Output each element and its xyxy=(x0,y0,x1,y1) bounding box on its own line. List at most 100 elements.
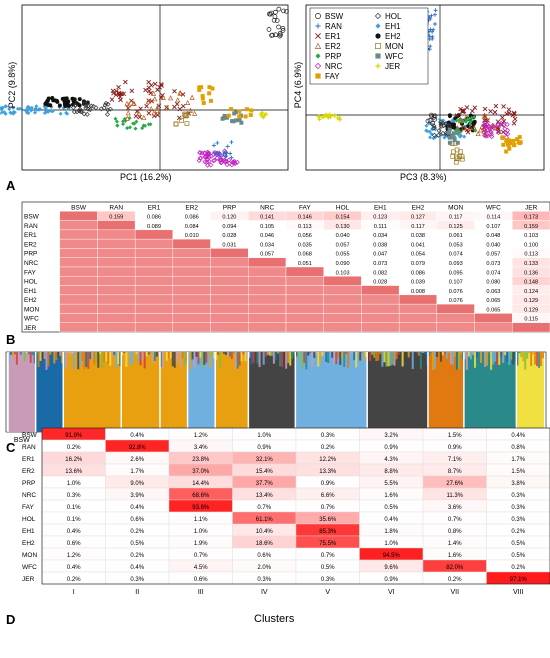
pca-point xyxy=(155,103,161,109)
structure-admixture xyxy=(143,352,146,369)
pca-point xyxy=(125,126,130,131)
structure-admixture xyxy=(451,352,454,365)
pca-point xyxy=(490,122,496,128)
cluster-value: 0.1% xyxy=(67,505,81,511)
structure-admixture xyxy=(268,352,271,356)
pca-point xyxy=(78,108,84,114)
legend-label: JER xyxy=(385,62,400,71)
fst-value: 0.159 xyxy=(524,224,538,230)
cluster-value: 0.6% xyxy=(67,541,81,547)
pca-point xyxy=(57,103,62,108)
structure-admixture xyxy=(526,352,529,359)
pca-point xyxy=(450,118,455,123)
cluster-col-label: VIII xyxy=(513,589,524,596)
pca-point xyxy=(158,95,164,100)
structure-admixture xyxy=(149,352,152,353)
cluster-value: 13.3% xyxy=(319,469,337,475)
pca-point xyxy=(237,114,242,119)
structure-admixture xyxy=(228,352,231,357)
pca-point xyxy=(157,84,162,90)
fst-cell xyxy=(59,294,98,305)
cluster-value: 1.6% xyxy=(384,493,398,499)
structure-admixture xyxy=(55,352,58,361)
pca-point xyxy=(248,113,253,118)
pca-point xyxy=(133,126,138,131)
pca-point xyxy=(223,154,228,159)
fst-value: 0.154 xyxy=(336,215,350,221)
fst-cell xyxy=(172,248,211,258)
pca-point xyxy=(0,110,5,115)
cluster-value: 0.3% xyxy=(321,433,335,439)
fst-value: 0.010 xyxy=(185,233,199,239)
pca-point xyxy=(317,117,322,122)
structure-admixture xyxy=(287,352,290,364)
fst-col-header: EH1 xyxy=(374,204,387,211)
structure-group-bar xyxy=(63,352,122,432)
cluster-value: 4.5% xyxy=(194,565,208,571)
fst-cell xyxy=(436,313,475,323)
fst-cell xyxy=(134,276,174,286)
pca-point xyxy=(206,150,212,156)
fst-cell xyxy=(172,238,211,249)
fst-cell xyxy=(474,322,513,333)
fst-value: 0.057 xyxy=(336,242,350,248)
pca-point xyxy=(428,135,433,140)
pca-point xyxy=(184,121,190,126)
pca-point xyxy=(77,97,82,102)
cluster-row-header: RAN xyxy=(22,444,36,451)
pca-point xyxy=(212,157,218,163)
fst-col-header: ER1 xyxy=(148,204,161,211)
cluster-value: 23.8% xyxy=(192,457,210,463)
fst-cell xyxy=(59,303,98,314)
fst-cell xyxy=(474,313,513,323)
pca-point xyxy=(485,122,491,128)
pca-point xyxy=(475,130,481,137)
cluster-value: 0.6% xyxy=(194,577,208,583)
pca-point xyxy=(231,119,236,124)
pca-point xyxy=(83,105,89,111)
pca-point xyxy=(501,122,507,128)
cluster-value: 0.2% xyxy=(130,553,144,559)
structure-admixture xyxy=(173,352,176,368)
pca-point xyxy=(172,104,177,110)
pca-point xyxy=(432,21,437,26)
structure-admixture xyxy=(385,352,388,367)
fst-value: 0.090 xyxy=(336,261,350,267)
pca-point xyxy=(54,98,59,103)
fst-value: 0.034 xyxy=(260,242,274,248)
structure-admixture xyxy=(337,352,340,358)
fst-value: 0.080 xyxy=(486,280,500,286)
fst-value: 0.107 xyxy=(449,280,463,286)
pca-point xyxy=(49,109,54,114)
structure-admixture xyxy=(224,352,227,355)
structure-admixture xyxy=(490,352,493,370)
structure-admixture xyxy=(514,352,517,362)
fst-row-header: ER2 xyxy=(24,241,37,248)
pca-point xyxy=(205,162,211,168)
pca-point xyxy=(493,103,499,109)
pca-point xyxy=(199,150,205,156)
structure-admixture xyxy=(8,352,10,364)
cluster-value: 0.3% xyxy=(257,577,271,583)
cluster-value: 1.0% xyxy=(67,481,81,487)
structure-admixture xyxy=(471,352,474,356)
fst-value: 0.095 xyxy=(449,270,463,276)
structure-admixture xyxy=(393,352,396,366)
pca-point xyxy=(375,63,381,69)
cluster-value: 1.2% xyxy=(194,433,208,439)
fst-cell xyxy=(323,313,362,323)
fst-value: 0.063 xyxy=(486,289,500,295)
pca-point xyxy=(124,100,130,106)
structure-admixture xyxy=(113,352,116,355)
pca-point xyxy=(155,112,160,118)
structure-group-label: BSW xyxy=(14,437,30,444)
cluster-value: 3.4% xyxy=(194,445,208,451)
fst-value: 0.073 xyxy=(486,261,500,267)
pca-point xyxy=(462,134,467,139)
cluster-membership-table: BSW 91.9% 0.4% 1.2% 1.0% 0.3% 3.2% 1.5% 0.4% RAN 0… xyxy=(22,427,550,596)
fst-value: 0.028 xyxy=(373,280,387,286)
pca-point xyxy=(18,106,23,111)
cluster-value: 0.9% xyxy=(257,445,271,451)
pca-point xyxy=(239,120,244,125)
